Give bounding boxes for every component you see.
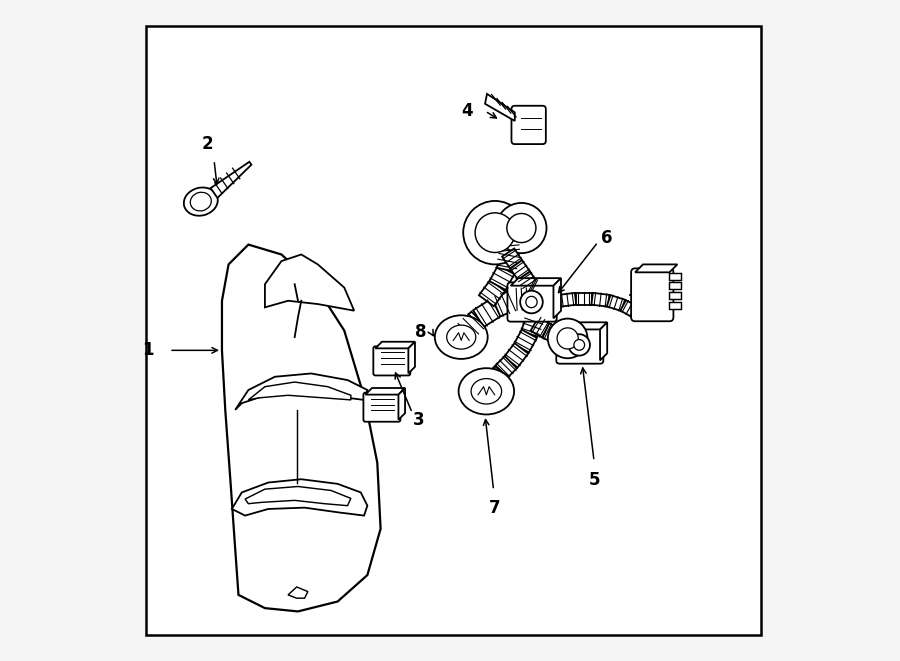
Circle shape [475,213,515,253]
Polygon shape [399,388,405,420]
Polygon shape [560,323,608,329]
Polygon shape [531,317,550,337]
Polygon shape [568,330,577,346]
Polygon shape [510,260,530,280]
Polygon shape [473,299,501,327]
Polygon shape [607,295,625,311]
Ellipse shape [459,368,514,414]
Polygon shape [488,366,508,385]
FancyBboxPatch shape [511,106,545,144]
Circle shape [464,201,526,264]
Polygon shape [559,293,576,307]
Polygon shape [365,388,405,395]
Polygon shape [514,289,530,309]
Polygon shape [514,330,537,352]
FancyBboxPatch shape [374,346,410,375]
Polygon shape [409,342,415,373]
Text: 4: 4 [462,102,473,120]
Circle shape [526,296,537,307]
Polygon shape [600,323,608,360]
Polygon shape [490,265,514,290]
Polygon shape [635,264,678,272]
Polygon shape [502,249,522,268]
Polygon shape [591,293,609,307]
Polygon shape [248,382,351,400]
Bar [670,292,681,299]
FancyBboxPatch shape [508,282,557,322]
Text: 7: 7 [489,499,500,517]
FancyBboxPatch shape [364,393,400,422]
Ellipse shape [435,315,488,359]
Polygon shape [288,587,308,598]
Text: 6: 6 [600,229,612,247]
Polygon shape [375,342,415,348]
Circle shape [548,319,588,358]
Bar [670,273,681,280]
Circle shape [507,214,536,243]
Polygon shape [504,343,528,368]
Circle shape [496,203,546,253]
Polygon shape [211,162,251,198]
Bar [670,302,681,309]
Ellipse shape [446,325,476,349]
Text: 5: 5 [589,471,599,488]
Ellipse shape [471,379,501,404]
Polygon shape [222,245,381,611]
Polygon shape [576,293,592,305]
Polygon shape [265,254,355,311]
Polygon shape [499,239,518,253]
Text: 1: 1 [142,341,154,360]
Polygon shape [555,328,570,346]
Bar [670,282,681,289]
Polygon shape [492,290,518,317]
Ellipse shape [190,192,212,211]
Polygon shape [232,479,367,516]
Polygon shape [527,279,538,294]
Polygon shape [479,280,505,306]
Polygon shape [496,356,517,377]
Circle shape [574,340,585,350]
FancyBboxPatch shape [556,326,603,364]
Polygon shape [543,323,561,343]
Polygon shape [518,272,536,290]
Polygon shape [620,300,638,317]
Polygon shape [485,94,515,121]
Polygon shape [456,311,485,341]
Circle shape [569,334,590,356]
Text: 8: 8 [416,323,427,342]
Circle shape [520,291,543,313]
Polygon shape [235,373,367,410]
Ellipse shape [184,188,218,215]
FancyBboxPatch shape [631,268,673,321]
Polygon shape [554,278,561,319]
Polygon shape [510,278,561,286]
Polygon shape [245,486,351,506]
Text: 2: 2 [202,136,213,153]
Polygon shape [521,316,543,336]
Polygon shape [497,251,518,272]
Circle shape [557,328,578,349]
Text: 3: 3 [413,410,425,429]
